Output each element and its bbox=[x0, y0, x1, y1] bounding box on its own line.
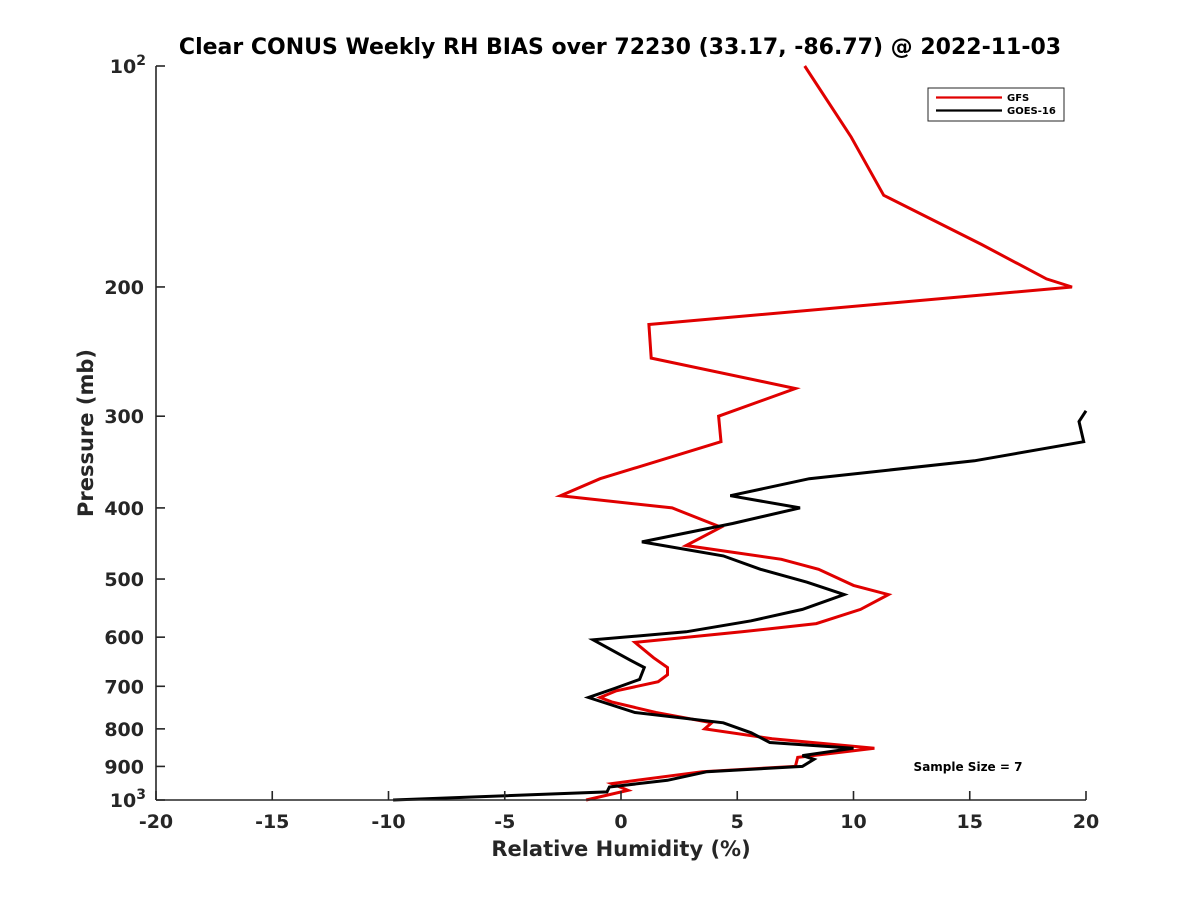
y-tick-label: 600 bbox=[104, 627, 144, 649]
x-tick-label: 0 bbox=[614, 811, 627, 833]
y-tick-label: 800 bbox=[104, 719, 144, 741]
x-tick-label: -10 bbox=[371, 811, 405, 833]
x-tick-label: 20 bbox=[1073, 811, 1099, 833]
y-tick-label: 400 bbox=[104, 498, 144, 520]
plot-area: -20 -15 -10 -5 0 5 10 15 20 200 300 400 500 600 700 80… bbox=[104, 53, 1099, 833]
series-line-goes-16 bbox=[393, 409, 1088, 802]
x-axis-ticks: -20 -15 -10 -5 0 5 10 15 20 bbox=[139, 791, 1099, 833]
x-tick-label: 5 bbox=[731, 811, 744, 833]
y-tick-label: 200 bbox=[104, 277, 144, 299]
series-lines bbox=[393, 65, 1088, 802]
legend-box bbox=[927, 87, 1065, 122]
y-tick-label-power: 103 bbox=[110, 787, 146, 812]
x-tick-label: -5 bbox=[494, 811, 515, 833]
legend: GFS GOES-16 bbox=[927, 87, 1065, 122]
y-tick-label-power: 102 bbox=[110, 53, 146, 78]
y-axis-title: Pressure (mb) bbox=[74, 349, 98, 517]
y-tick-label: 300 bbox=[104, 406, 144, 428]
y-axis-ticks: 200 300 400 500 600 700 800 900 102 103 bbox=[104, 53, 165, 812]
x-axis-title: Relative Humidity (%) bbox=[491, 837, 750, 861]
x-tick-label: 10 bbox=[840, 811, 866, 833]
series-line-gfs bbox=[554, 65, 1073, 802]
legend-label-goes-16: GOES-16 bbox=[1007, 106, 1056, 117]
chart-title: Clear CONUS Weekly RH BIAS over 72230 (3… bbox=[179, 35, 1061, 60]
sample-size-annotation: Sample Size = 7 bbox=[914, 760, 1023, 774]
y-tick-label: 500 bbox=[104, 569, 144, 591]
legend-label-gfs: GFS bbox=[1007, 93, 1029, 104]
y-tick-label: 900 bbox=[104, 756, 144, 778]
x-tick-label: 15 bbox=[957, 811, 983, 833]
y-tick-label: 700 bbox=[104, 676, 144, 698]
x-tick-label: -15 bbox=[255, 811, 289, 833]
x-tick-label: -20 bbox=[139, 811, 173, 833]
